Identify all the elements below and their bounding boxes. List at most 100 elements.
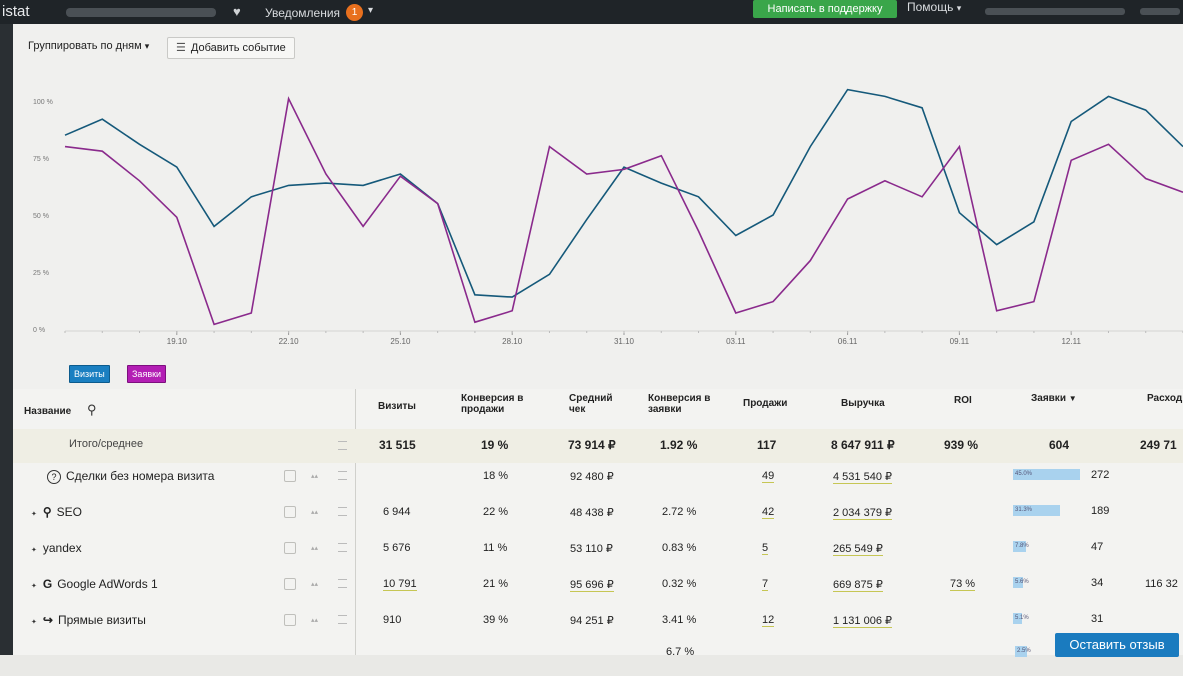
- row-name[interactable]: SEO: [56, 505, 83, 519]
- cell-avg-check: 94 251 ₽: [570, 615, 614, 627]
- header-avg-check[interactable]: Средний чек: [569, 393, 613, 415]
- row-chart-icon[interactable]: ▴▴: [311, 509, 319, 516]
- cell-visits[interactable]: 10 791: [383, 578, 417, 591]
- row-chart-icon[interactable]: ▴▴: [311, 545, 319, 552]
- cell-revenue[interactable]: 669 875 ₽: [833, 579, 883, 592]
- header-sales-label: Продажи: [743, 398, 788, 409]
- chevron-down-icon[interactable]: ▾: [368, 5, 374, 16]
- menu-icon[interactable]: [338, 441, 347, 450]
- cell-sales[interactable]: 42: [762, 506, 775, 519]
- header-visits-label: Визиты: [378, 401, 416, 412]
- cell-avg-check: 95 696 ₽: [570, 579, 614, 592]
- menu-icon[interactable]: [338, 507, 347, 516]
- header-conv-leads-line2: заявки: [648, 404, 682, 415]
- heart-icon[interactable]: ♥: [233, 4, 241, 19]
- expand-icon[interactable]: ✦: [31, 511, 37, 518]
- cell-conv-sales: 21 %: [483, 578, 509, 590]
- expand-icon[interactable]: ✦: [31, 583, 37, 590]
- row-checkbox[interactable]: [284, 542, 296, 554]
- partial-leads-bar: 2.5%: [1015, 646, 1031, 657]
- blurred-user-info: [985, 8, 1125, 15]
- header-avg-check-line1: Средний: [569, 393, 613, 404]
- cell-revenue[interactable]: 265 549 ₽: [833, 543, 883, 556]
- menu-icon[interactable]: [338, 543, 347, 552]
- header-visits[interactable]: Визиты: [378, 401, 416, 412]
- row-chart-icon[interactable]: ▴▴: [311, 473, 319, 480]
- cell-sales[interactable]: 7: [762, 578, 769, 591]
- header-name[interactable]: Название: [24, 406, 72, 417]
- cell-revenue[interactable]: 4 531 540 ₽: [833, 471, 892, 484]
- header-sales[interactable]: Продажи: [743, 398, 787, 409]
- header-conv-sales-line1: Конверсия в: [461, 393, 524, 404]
- row-name[interactable]: Прямые визиты: [57, 613, 146, 627]
- sort-desc-icon: ▼: [1068, 394, 1077, 403]
- column-divider: [355, 389, 356, 655]
- expand-icon[interactable]: ✦: [31, 547, 37, 554]
- row-checkbox[interactable]: [284, 578, 296, 590]
- question-circle-icon: ?: [47, 470, 61, 484]
- cell-visits: 6 944: [383, 506, 411, 518]
- series-line-visits: [64, 88, 1183, 298]
- cell-sales[interactable]: 5: [762, 542, 769, 555]
- row-checkbox[interactable]: [284, 470, 296, 482]
- cell-sales[interactable]: 49: [762, 470, 775, 483]
- header-revenue-label: Выручка: [841, 398, 885, 409]
- leads-share-bar: 7.8%: [1013, 541, 1029, 552]
- header-revenue[interactable]: Выручка: [841, 398, 885, 409]
- row-checkbox[interactable]: [284, 614, 296, 626]
- header-expenses[interactable]: Расход: [1147, 393, 1182, 404]
- table-row[interactable]: ✦ G Google AdWords 1 ▴▴ 10 791 21 % 95 696 ₽ 0.…: [13, 567, 1183, 601]
- row-name[interactable]: Сделки без номера визита: [66, 469, 215, 483]
- total-revenue: 8 647 911 ₽: [831, 438, 895, 452]
- header-conv-leads[interactable]: Конверсия в заявки: [648, 393, 710, 415]
- menu-icon[interactable]: [338, 579, 347, 588]
- cell-revenue[interactable]: 2 034 379 ₽: [833, 507, 892, 520]
- row-chart-icon[interactable]: ▴▴: [311, 617, 319, 624]
- search-icon[interactable]: ⚲: [87, 402, 97, 417]
- header-conv-sales[interactable]: Конверсия в продажи: [461, 393, 523, 415]
- cell-conv-leads: 0.83 %: [662, 542, 697, 554]
- series-line-leads: [64, 96, 1183, 326]
- support-button[interactable]: Написать в поддержку: [753, 0, 897, 18]
- cell-avg-check: 48 438 ₽: [570, 507, 614, 519]
- table-row[interactable]: ✦ yandex ▴▴ 5 676 11 % 53 110 ₽ 0.83 % 5 265 549…: [13, 531, 1183, 565]
- app-logo[interactable]: istat: [2, 3, 30, 20]
- legend-leads[interactable]: Заявки: [127, 365, 167, 383]
- row-name[interactable]: yandex: [42, 541, 82, 555]
- feedback-button[interactable]: Оставить отзыв: [1055, 633, 1179, 657]
- expand-icon[interactable]: ✦: [31, 619, 37, 626]
- notifications-link[interactable]: Уведомления: [265, 6, 341, 20]
- list-icon: ☰: [176, 42, 186, 54]
- table-row[interactable]: ? Сделки без номера визита ▴▴ 18 % 92 480 ₽ 4…: [13, 459, 1183, 493]
- cell-sales[interactable]: 12: [762, 614, 775, 627]
- legend-visits[interactable]: Визиты: [69, 365, 110, 383]
- line-chart: 100 % 75 % 50 % 25 % 0 % 19.10 22.10 25.10 28.10…: [33, 88, 1183, 346]
- y-tick-label: 75 %: [33, 156, 49, 163]
- header-leads[interactable]: Заявки ▼: [1031, 393, 1077, 404]
- menu-icon[interactable]: [338, 615, 347, 624]
- cell-conv-leads: 2.72 %: [662, 506, 697, 518]
- menu-icon[interactable]: [338, 471, 347, 480]
- total-row: Итого/среднее 31 515 19 % 73 914 ₽ 1.92 …: [13, 429, 1183, 463]
- leads-share-bar: 45.0%: [1013, 469, 1080, 480]
- row-name[interactable]: Google AdWords 1: [57, 577, 158, 591]
- cell-revenue[interactable]: 1 131 006 ₽: [833, 615, 892, 628]
- blurred-account-name: [66, 8, 216, 17]
- table-header: Название ⚲ Визиты Конверсия в продажи Сре…: [13, 389, 1183, 432]
- header-roi[interactable]: ROI: [954, 395, 972, 406]
- notifications-badge[interactable]: 1: [346, 4, 363, 21]
- cell-roi: 73 %: [950, 578, 976, 591]
- cell-conv-leads: 0.32 %: [662, 578, 697, 590]
- row-chart-icon[interactable]: ▴▴: [311, 581, 319, 588]
- add-event-label: Добавить событие: [190, 42, 286, 54]
- group-by-dropdown[interactable]: Группировать по дням ▾: [28, 40, 149, 52]
- cell-conv-leads: 3.41 %: [662, 614, 697, 626]
- y-tick-label: 0 %: [33, 327, 45, 334]
- row-checkbox[interactable]: [284, 506, 296, 518]
- table-row[interactable]: ✦ ↪ Прямые визиты ▴▴ 910 39 % 94 251 ₽ 3.41 % 12…: [13, 603, 1183, 637]
- add-event-button[interactable]: ☰ Добавить событие: [167, 37, 295, 59]
- help-menu[interactable]: Помощь ▾: [907, 0, 961, 14]
- table-row[interactable]: ✦ ⚲ SEO ▴▴ 6 944 22 % 48 438 ₽ 2.72 % 42 2 034 37…: [13, 495, 1183, 529]
- total-visits: 31 515: [379, 438, 416, 452]
- header-avg-check-line2: чек: [569, 404, 586, 415]
